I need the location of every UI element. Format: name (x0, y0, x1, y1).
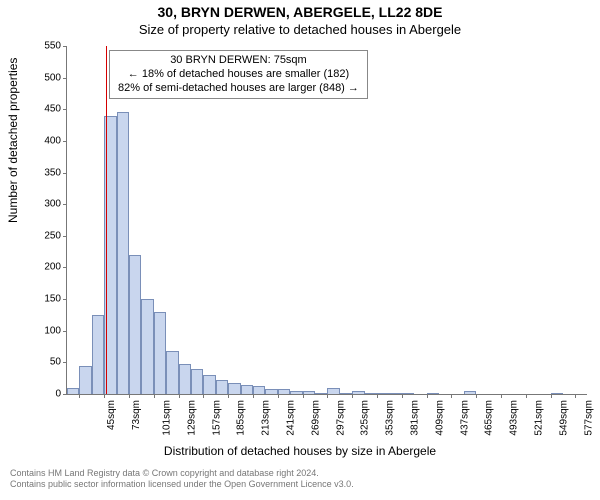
x-tick-label: 465sqm (484, 400, 495, 436)
x-tick-mark (303, 394, 304, 398)
x-tick-label: 213sqm (261, 400, 272, 436)
x-tick-label: 353sqm (385, 400, 396, 436)
x-tick-label: 549sqm (558, 400, 569, 436)
histogram-bar (253, 386, 265, 394)
histogram-bar (402, 393, 414, 394)
chart-title-address: 30, BRYN DERWEN, ABERGELE, LL22 8DE (0, 4, 600, 20)
x-tick-mark (104, 394, 105, 398)
x-tick-mark (575, 394, 576, 398)
x-tick-label: 577sqm (583, 400, 594, 436)
histogram-bar (203, 375, 215, 394)
x-axis-label: Distribution of detached houses by size … (0, 444, 600, 458)
y-tick-label: 250 (44, 230, 67, 241)
x-tick-mark (79, 394, 80, 398)
histogram-bar (340, 393, 352, 394)
y-tick-label: 300 (44, 199, 67, 210)
attribution-footer: Contains HM Land Registry data © Crown c… (10, 468, 354, 491)
x-tick-label: 45sqm (106, 400, 117, 430)
y-tick-label: 200 (44, 262, 67, 273)
x-tick-label: 381sqm (410, 400, 421, 436)
x-tick-label: 493sqm (509, 400, 520, 436)
histogram-bar (129, 255, 141, 394)
histogram-bar (92, 315, 104, 394)
histogram-bar (290, 391, 302, 394)
histogram-bar (216, 380, 228, 394)
y-tick-label: 400 (44, 135, 67, 146)
histogram-bar (327, 388, 339, 394)
histogram-bar (241, 385, 253, 394)
histogram-bar (191, 369, 203, 394)
x-tick-mark (228, 394, 229, 398)
footer-line-2: Contains public sector information licen… (10, 479, 354, 490)
x-tick-label: 325sqm (360, 400, 371, 436)
x-tick-mark (526, 394, 527, 398)
x-tick-mark (377, 394, 378, 398)
x-tick-label: 73sqm (131, 400, 142, 430)
y-tick-label: 0 (55, 389, 67, 400)
annotation-line-2: ← 18% of detached houses are smaller (18… (118, 68, 359, 82)
x-tick-label: 409sqm (434, 400, 445, 436)
x-tick-label: 437sqm (459, 400, 470, 436)
histogram-bar (377, 393, 389, 394)
histogram-bar (79, 366, 91, 394)
histogram-plot-area: 05010015020025030035040045050055045sqm73… (66, 46, 587, 395)
x-tick-mark (253, 394, 254, 398)
x-tick-mark (402, 394, 403, 398)
annotation-line-3: 82% of semi-detached houses are larger (… (118, 82, 359, 96)
property-marker-line (106, 46, 107, 394)
histogram-bar (551, 393, 563, 394)
y-tick-label: 50 (50, 357, 67, 368)
histogram-bar (141, 299, 153, 394)
histogram-bar (278, 389, 290, 394)
histogram-bar (315, 393, 327, 394)
y-tick-label: 350 (44, 167, 67, 178)
x-tick-label: 521sqm (534, 400, 545, 436)
x-tick-label: 269sqm (310, 400, 321, 436)
y-tick-label: 500 (44, 72, 67, 83)
histogram-bar (154, 312, 166, 394)
y-tick-label: 150 (44, 294, 67, 305)
x-tick-label: 185sqm (236, 400, 247, 436)
y-tick-label: 100 (44, 325, 67, 336)
y-tick-label: 550 (44, 41, 67, 52)
y-axis-label: Number of detached properties (6, 58, 20, 223)
x-tick-mark (352, 394, 353, 398)
y-tick-label: 450 (44, 104, 67, 115)
x-tick-mark (203, 394, 204, 398)
histogram-bar (427, 393, 439, 394)
x-tick-mark (551, 394, 552, 398)
x-tick-mark (451, 394, 452, 398)
histogram-bar (166, 351, 178, 394)
x-tick-label: 129sqm (186, 400, 197, 436)
x-tick-label: 157sqm (211, 400, 222, 436)
x-tick-mark (476, 394, 477, 398)
histogram-bar (464, 391, 476, 394)
x-tick-label: 241sqm (286, 400, 297, 436)
x-tick-mark (179, 394, 180, 398)
histogram-bar (228, 383, 240, 394)
histogram-bar (365, 393, 377, 394)
histogram-bar (67, 388, 79, 394)
x-tick-mark (501, 394, 502, 398)
x-tick-mark (427, 394, 428, 398)
x-tick-label: 297sqm (335, 400, 346, 436)
x-tick-mark (278, 394, 279, 398)
chart-subtitle: Size of property relative to detached ho… (0, 22, 600, 37)
annotation-box: 30 BRYN DERWEN: 75sqm← 18% of detached h… (109, 50, 368, 99)
x-tick-label: 101sqm (162, 400, 173, 436)
histogram-bar (303, 391, 315, 394)
histogram-bar (117, 112, 129, 394)
histogram-bar (179, 364, 191, 394)
histogram-bar (265, 389, 277, 394)
x-tick-mark (129, 394, 130, 398)
histogram-bar (389, 393, 401, 394)
footer-line-1: Contains HM Land Registry data © Crown c… (10, 468, 354, 479)
x-tick-mark (154, 394, 155, 398)
histogram-bar (352, 391, 364, 394)
annotation-line-1: 30 BRYN DERWEN: 75sqm (118, 54, 359, 68)
x-tick-mark (327, 394, 328, 398)
